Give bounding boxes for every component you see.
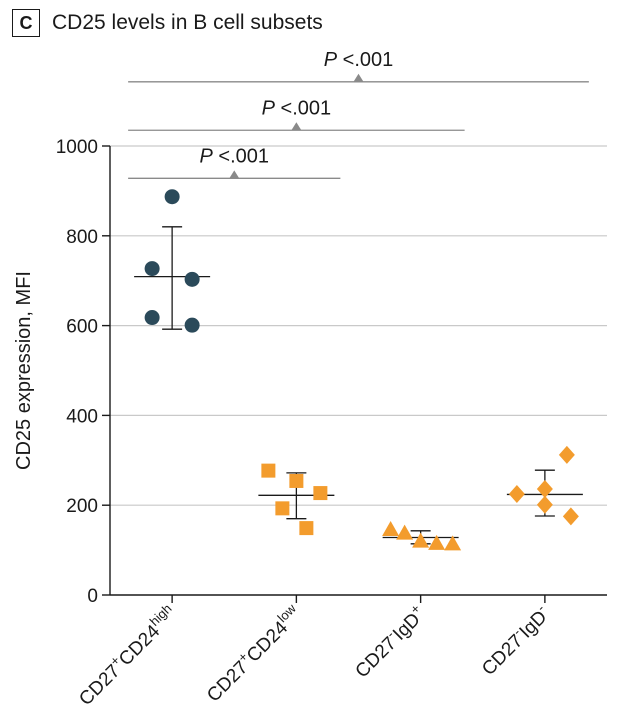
data-point	[313, 486, 328, 501]
significance-label: P <.001	[199, 145, 269, 167]
data-point	[444, 535, 462, 551]
panel-header: C CD25 levels in B cell subsets	[12, 8, 323, 38]
data-point	[428, 534, 446, 550]
x-category-label: CD27+CD24high	[73, 601, 182, 710]
chart-title: CD25 levels in B cell subsets	[52, 11, 323, 34]
data-point	[164, 189, 180, 205]
y-axis-title: CD25 expression, MFI	[13, 271, 35, 470]
data-point	[396, 524, 414, 540]
x-category-label: CD27-IgD+	[349, 601, 430, 682]
data-point	[562, 507, 579, 526]
x-category-label: CD27-IgD-	[475, 601, 554, 680]
data-point	[184, 271, 200, 287]
significance-marker	[353, 73, 364, 82]
data-point	[144, 310, 160, 326]
y-tick-label: 1000	[56, 137, 98, 158]
significance-marker	[291, 122, 302, 131]
data-point	[558, 445, 575, 464]
data-point	[275, 501, 290, 516]
x-category-label: CD27+CD24low	[200, 600, 306, 706]
data-point	[144, 261, 160, 277]
p-value: <.001	[213, 145, 269, 167]
y-tick-label: 200	[66, 496, 98, 517]
points-layer	[144, 189, 579, 551]
p-value: <.001	[275, 97, 331, 119]
significance-label: P <.001	[262, 97, 332, 119]
y-tick-label: 800	[66, 227, 98, 248]
significance-marker	[229, 170, 240, 179]
data-point	[412, 532, 430, 548]
p-symbol: P	[199, 145, 213, 167]
data-point	[382, 520, 400, 536]
data-point	[299, 521, 314, 536]
panel-letter: C	[12, 9, 40, 37]
data-point	[508, 484, 525, 503]
significance-label: P <.001	[324, 49, 394, 71]
grid-layer	[110, 145, 607, 506]
data-point	[536, 495, 553, 514]
p-symbol: P	[262, 97, 276, 119]
p-value: <.001	[337, 49, 393, 71]
data-point	[536, 480, 553, 499]
y-tick-label: 400	[66, 406, 98, 427]
data-point	[184, 317, 200, 333]
y-tick-label: 600	[66, 317, 98, 338]
data-point	[289, 473, 304, 488]
data-point	[261, 463, 276, 478]
axis-layer: 0 200 400 600 800 1000 CD25 expression, MFI	[13, 137, 607, 607]
y-tick-label: 0	[87, 586, 98, 607]
p-symbol: P	[324, 49, 338, 71]
